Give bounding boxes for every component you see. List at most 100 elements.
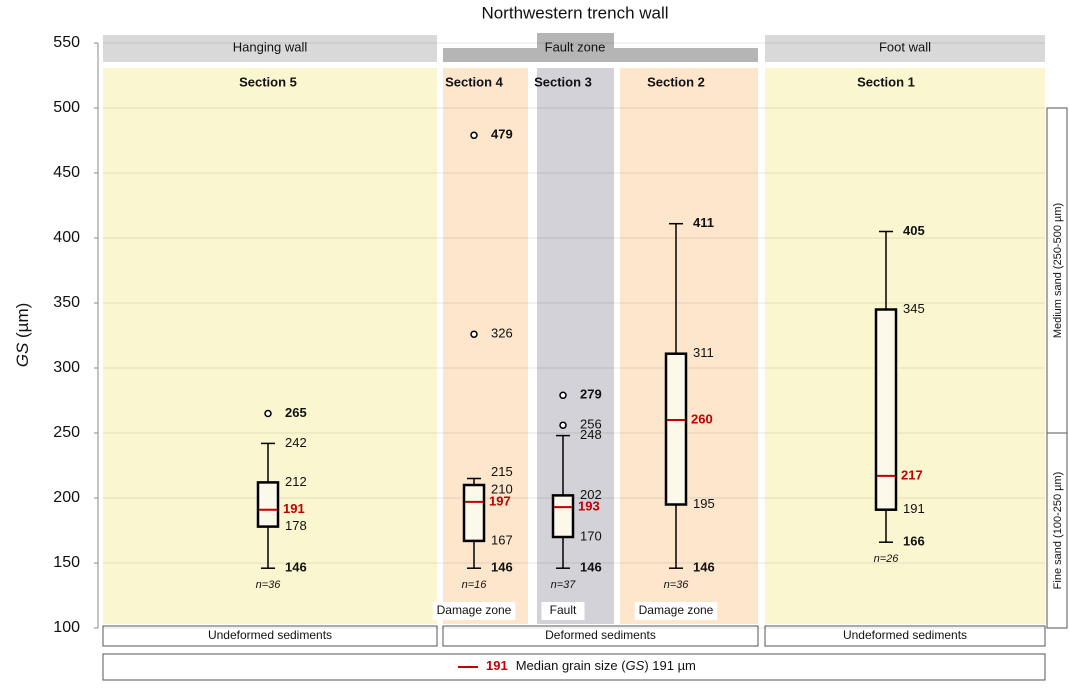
value-label: 260 [691, 411, 713, 426]
chart-title: Northwestern trench wall [481, 3, 668, 22]
box [462, 483, 486, 543]
value-label: 195 [693, 496, 715, 511]
range-label: Medium sand (250-500 µm) [1052, 203, 1064, 338]
group-label: Fault zone [545, 39, 606, 54]
n-label: n=16 [462, 579, 488, 591]
value-label: 146 [285, 560, 307, 575]
section-bg [765, 68, 1045, 624]
y-tick-label: 350 [53, 294, 80, 311]
value-label: 215 [491, 464, 513, 479]
section-title: Section 3 [534, 74, 592, 89]
y-tick-label: 500 [53, 99, 80, 116]
sediment-label: Undeformed sediments [208, 628, 332, 642]
zone-box [634, 602, 718, 620]
value-label: 479 [491, 127, 513, 142]
value-label: 311 [693, 345, 714, 360]
section-title: Section 5 [239, 74, 297, 89]
legend-box [102, 653, 1046, 681]
value-label: 405 [903, 223, 925, 238]
section-title: Section 1 [857, 74, 915, 89]
value-label: 178 [285, 518, 307, 533]
group-bar [443, 48, 758, 62]
y-tick-label: 200 [53, 489, 80, 506]
sediment-box [102, 625, 438, 647]
value-label: 411 [693, 215, 714, 230]
outlier [264, 409, 272, 418]
range-label: Fine sand (100-250 µm) [1052, 472, 1064, 590]
zone-label: Damage zone [639, 603, 714, 617]
value-label: 256 [580, 417, 602, 432]
value-label: 170 [580, 528, 602, 543]
y-tick-label: 550 [53, 34, 80, 51]
zone-box [541, 602, 585, 620]
section-title: Section 4 [445, 74, 504, 89]
value-label: 146 [580, 560, 602, 575]
box [551, 494, 575, 539]
legend-symbol: GS [626, 658, 645, 673]
value-label: 146 [491, 560, 513, 575]
y-label-unit: (µm) [13, 303, 32, 338]
box [874, 308, 898, 511]
value-label: 217 [901, 467, 923, 482]
n-label: n=37 [551, 579, 577, 591]
legend-text: 191 Median grain size (GS) 191 µm [486, 658, 696, 673]
y-label-symbol: GS [13, 342, 32, 367]
sediment-label: Undeformed sediments [843, 628, 967, 642]
value-label: 248 [580, 427, 602, 442]
y-tick-label: 450 [53, 164, 80, 181]
section-bg [620, 68, 758, 624]
y-tick-label: 250 [53, 424, 80, 441]
outlier [559, 421, 567, 429]
value-label: 326 [491, 326, 513, 341]
backgrounds: Hanging wall Fault zone Foot wall Undeforme… [53, 33, 1046, 647]
zone-box [432, 602, 516, 620]
value-label: 210 [491, 481, 513, 496]
sediment-box [764, 625, 1046, 647]
legend-before: Median grain size ( [516, 658, 626, 673]
group-bar [537, 33, 614, 49]
legend-after: ) 191 µm [644, 658, 696, 673]
y-tick-label: 300 [53, 359, 80, 376]
group-label: Foot wall [879, 39, 931, 54]
section-title: Section 2 [647, 74, 705, 89]
value-label: 146 [693, 560, 715, 575]
group-label: Hanging wall [233, 39, 308, 54]
sediment-box [442, 625, 759, 647]
value-label: 197 [489, 493, 511, 508]
section-bg [443, 68, 528, 624]
value-label: 202 [580, 487, 602, 502]
zone-label: Damage zone [437, 603, 512, 617]
value-label: 166 [903, 534, 925, 549]
value-label: 279 [580, 387, 602, 402]
value-label: 265 [285, 405, 307, 420]
outlier [470, 131, 478, 140]
group-bar [103, 35, 437, 62]
range-box [1046, 432, 1068, 629]
y-tick-label: 400 [53, 229, 80, 246]
n-label: n=36 [256, 579, 282, 591]
value-label: 345 [903, 301, 925, 316]
outlier [559, 391, 567, 400]
value-label: 191 [903, 501, 925, 516]
y-axis-label: GS (µm) [13, 303, 32, 368]
value-label: 212 [285, 474, 307, 489]
value-label: 193 [578, 499, 600, 514]
y-tick-label: 150 [53, 554, 80, 571]
box [256, 481, 280, 528]
zone-label: Fault [550, 603, 577, 617]
section-bg [537, 68, 614, 624]
n-label: n=26 [874, 553, 900, 565]
legend-sample: 191 [486, 658, 508, 673]
sediment-label: Deformed sediments [545, 628, 656, 642]
group-bar [765, 35, 1045, 62]
box [664, 352, 688, 506]
y-tick-label: 100 [53, 619, 80, 636]
value-label: 191 [283, 501, 305, 516]
value-label: 242 [285, 435, 307, 450]
value-label: 167 [491, 532, 513, 547]
n-label: n=36 [664, 579, 690, 591]
foreground: Medium sand (250-500 µm) Fine sand (100-2… [256, 107, 1068, 629]
outlier [470, 330, 478, 338]
section-bg [103, 68, 437, 624]
